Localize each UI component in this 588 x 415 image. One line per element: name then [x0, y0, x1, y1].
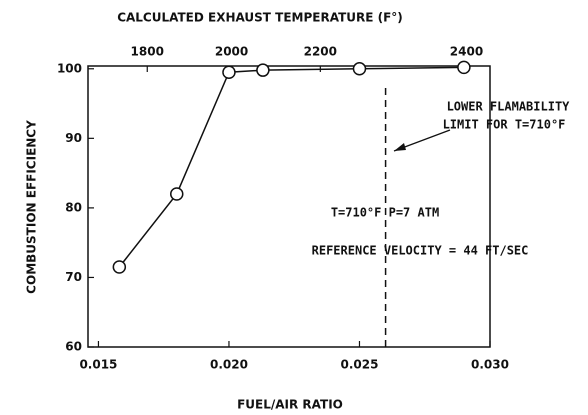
x-axis-label: FUEL/AIR RATIO — [237, 398, 343, 412]
x2-tick-label: 2400 — [450, 45, 483, 59]
x-tick-label: 0.020 — [210, 358, 248, 372]
y-tick-label: 70 — [65, 270, 82, 284]
data-point — [222, 65, 236, 80]
arrow-head — [394, 143, 406, 151]
x-tick-label: 0.030 — [471, 358, 509, 372]
y-tick-label: 100 — [57, 61, 82, 75]
annotation: LOWER FLAMABILITY — [447, 100, 571, 114]
y-axis-label: COMBUSTION EFFICIENCY — [25, 120, 39, 294]
data-point — [112, 260, 127, 274]
x2-tick-label: 2000 — [215, 45, 248, 59]
y-tick-label: 80 — [65, 200, 82, 214]
data-point — [457, 60, 471, 75]
x-tick-label: 0.015 — [79, 358, 117, 372]
plot-frame — [87, 65, 491, 348]
y-tick-label: 60 — [65, 340, 82, 354]
data-point — [352, 62, 367, 76]
x-tick-label: 0.025 — [340, 358, 378, 372]
y-tick-label: 90 — [65, 131, 82, 145]
data-point — [256, 63, 270, 77]
chart-title: CALCULATED EXHAUST TEMPERATURE (F°) — [117, 11, 403, 25]
annotation: REFERENCE VELOCITY = 44 FT/SEC — [312, 244, 529, 258]
x2-tick-label: 2200 — [304, 45, 337, 59]
annotation: LIMIT FOR T=710°F — [443, 118, 566, 132]
data-line — [118, 66, 464, 268]
data-point — [170, 187, 184, 201]
x2-tick-label: 1800 — [131, 45, 164, 59]
